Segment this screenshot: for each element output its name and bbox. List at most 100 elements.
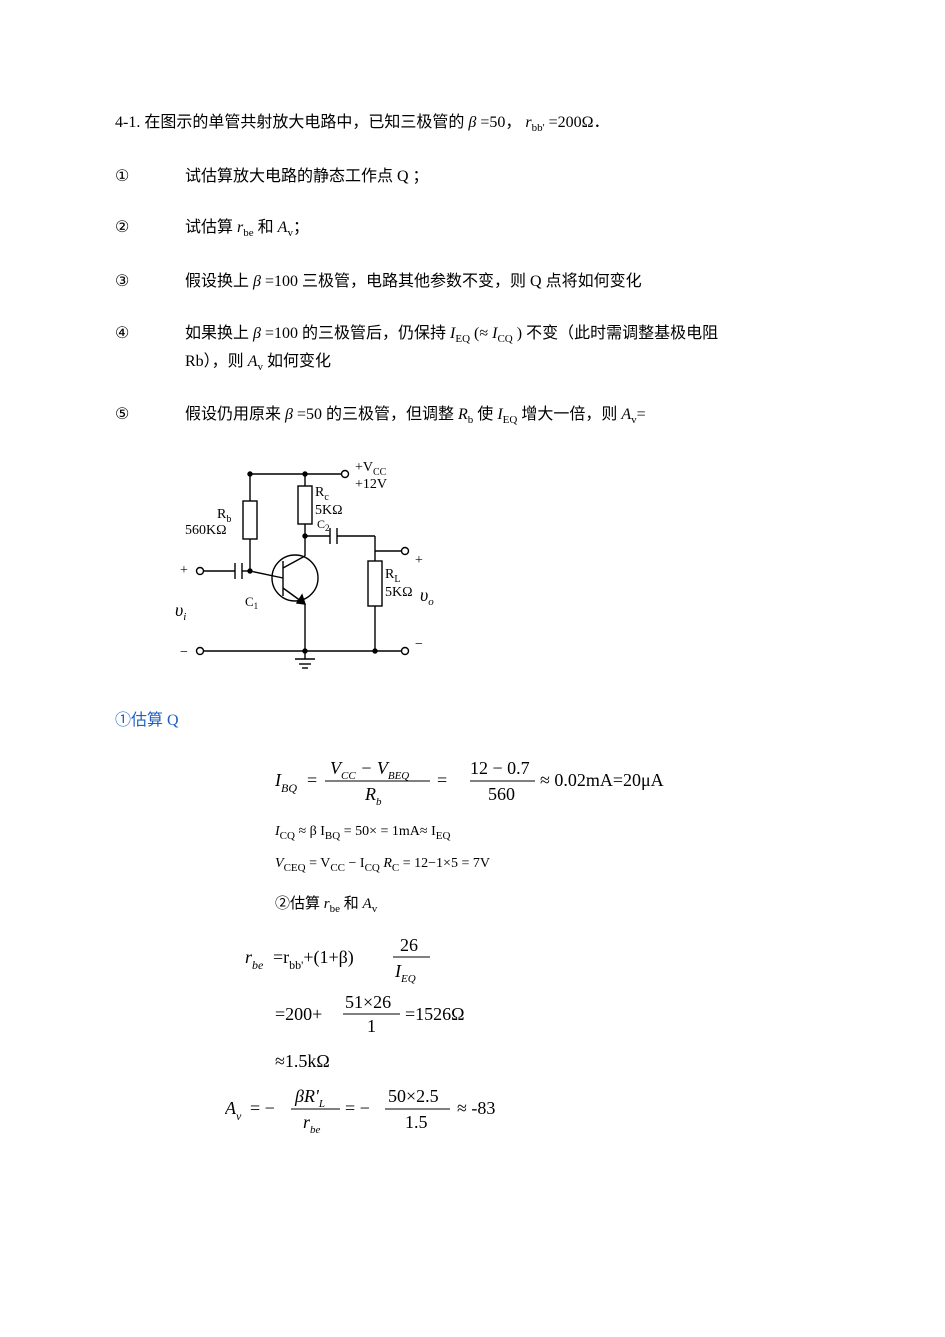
q4-l1-post: ) 不变（此时需调整基极电阻: [517, 325, 718, 342]
header-text-pre: 4-1. 在图示的单管共射放大电路中，已知三极管的: [115, 114, 468, 131]
svg-text:= −: = −: [250, 1098, 275, 1118]
svg-text:IEQ: IEQ: [394, 961, 416, 985]
question-5: ⑤ 假设仍用原来 β =50 的三极管，但调整 Rb 使 IEQ 增大一倍，则 …: [115, 402, 830, 430]
solution-2-heading: ②估算 rbe 和 Av: [275, 892, 830, 915]
svg-text:rbe: rbe: [303, 1112, 321, 1136]
q5-body: 假设仍用原来 β =50 的三极管，但调整 Rb 使 IEQ 增大一倍，则 Av…: [185, 402, 830, 430]
q4-num: ④: [115, 321, 185, 377]
av-svg: Av = − βR'L rbe = − 50×2.5 1.5 ≈ -83: [225, 1082, 605, 1137]
c2-label: C2: [317, 517, 330, 533]
q4-l1-beta: =100 的三极管后，仍保持: [261, 325, 450, 342]
q4-icq-sub: CQ: [497, 333, 512, 345]
rl-value: 5KΩ: [385, 585, 413, 600]
av-equation: Av = − βR'L rbe = − 50×2.5 1.5 ≈ -83: [225, 1082, 830, 1142]
svg-text:=1526Ω: =1526Ω: [405, 1004, 465, 1024]
svg-text:=: =: [437, 770, 447, 790]
in-plus: +: [180, 563, 188, 578]
q3-pre: 假设换上: [185, 273, 253, 290]
svg-text:=: =: [307, 770, 317, 790]
ibq-equation: IBQ = VCC − VBEQ Rb = 12 − 0.7 560 ≈ 0.0…: [275, 754, 830, 814]
q3-num: ③: [115, 269, 185, 295]
q4-l1-pre: 如果换上: [185, 325, 253, 342]
q5-mid: 使: [477, 406, 497, 423]
q5-r: R: [458, 406, 468, 423]
q3-body: 假设换上 β =100 三极管，电路其他参数不变，则 Q 点将如何变化: [185, 269, 830, 295]
q4-l2-pre: Rb），则: [185, 353, 248, 370]
rbe-svg-1: rbe =rbb'+(1+β) 26 IEQ: [245, 933, 565, 985]
q5-ieq-sub: EQ: [503, 415, 518, 427]
q2-mid: 和: [258, 219, 278, 236]
q4-ieq-sub: EQ: [455, 333, 470, 345]
vcc-value: +12V: [355, 477, 387, 492]
svg-text:≈ -83: ≈ -83: [457, 1098, 495, 1118]
question-4: ④ 如果换上 β =100 的三极管后，仍保持 IEQ (≈ ICQ ) 不变（…: [115, 321, 830, 377]
svg-text:rbe: rbe: [245, 947, 264, 972]
question-2: ② 试估算 rbe 和 Av；: [115, 215, 830, 243]
rbe-svg-2: =200+ 51×26 1 =1526Ω: [245, 990, 565, 1040]
ibq-svg: IBQ = VCC − VBEQ Rb = 12 − 0.7 560 ≈ 0.0…: [275, 754, 725, 809]
q5-av: A: [621, 406, 631, 423]
circuit-svg: +VCC +12V Rc 5KΩ C2 Rb 560KΩ RL 5KΩ C1 υ…: [145, 456, 445, 676]
svg-text:26: 26: [400, 935, 418, 955]
icq-line: ICQ ≈ β IBQ = 50× = 1mA≈ IEQ VCEQ = VCC …: [275, 824, 830, 874]
rc-label: Rc: [315, 485, 329, 503]
q5-beta: β: [285, 406, 293, 423]
out-plus: +: [415, 553, 423, 568]
solution-1-heading: ①估算 Q: [115, 706, 830, 730]
svg-text:VCC − VBEQ: VCC − VBEQ: [330, 758, 409, 782]
q5-num: ⑤: [115, 402, 185, 430]
q4-l1-mid: (≈: [474, 325, 492, 342]
question-1: ① 试估算放大电路的静态工作点 Q ；: [115, 164, 830, 190]
q4-beta: β: [253, 325, 261, 342]
q5-beta-val: =50 的三极管，但调整: [293, 406, 458, 423]
q4-av: A: [248, 353, 258, 370]
q2-pre: 试估算: [185, 219, 237, 236]
rbe-equation: rbe =rbb'+(1+β) 26 IEQ =200+ 51×26 1 =15…: [245, 933, 830, 1072]
q2-av: A: [278, 219, 288, 236]
svg-text:50×2.5: 50×2.5: [388, 1086, 439, 1106]
svg-text:=200+: =200+: [275, 1004, 322, 1024]
q5-post: 增大一倍，则: [521, 406, 621, 423]
svg-text:=rbb'+(1+β): =rbb'+(1+β): [273, 947, 354, 972]
svg-text:560: 560: [488, 784, 515, 804]
q3-beta-val: =100: [261, 273, 302, 290]
q2-tail: ；: [293, 219, 309, 236]
svg-text:1: 1: [367, 1016, 376, 1036]
c1-label: C1: [245, 594, 258, 611]
question-3: ③ 假设换上 β =100 三极管，电路其他参数不变，则 Q 点将如何变化: [115, 269, 830, 295]
q1-text: 试估算放大电路的静态工作点 Q ；: [185, 164, 830, 190]
svg-text:≈ 0.02mA=20μA: ≈ 0.02mA=20μA: [540, 770, 664, 790]
svg-text:12 − 0.7: 12 − 0.7: [470, 758, 530, 778]
svg-text:Av: Av: [225, 1098, 242, 1123]
q4-body: 如果换上 β =100 的三极管后，仍保持 IEQ (≈ ICQ ) 不变（此时…: [185, 321, 830, 377]
svg-text:IBQ: IBQ: [275, 770, 297, 795]
header-beta-val: =50，: [476, 114, 521, 131]
q1-num: ①: [115, 164, 185, 190]
rbe-line3: ≈1.5kΩ: [275, 1051, 830, 1072]
header-rbb-val: =200Ω．: [545, 114, 610, 131]
q4-av-sub: v: [257, 361, 263, 373]
svg-text:= −: = −: [345, 1098, 370, 1118]
vcc-label: +VCC: [355, 460, 387, 478]
circuit-diagram: +VCC +12V Rc 5KΩ C2 Rb 560KΩ RL 5KΩ C1 υ…: [145, 456, 830, 676]
svg-text:Rb: Rb: [364, 784, 382, 808]
svg-text:51×26: 51×26: [345, 992, 391, 1012]
out-minus: −: [415, 637, 423, 652]
q5-r-sub: b: [468, 415, 474, 427]
q3-beta: β: [253, 273, 261, 290]
rb-value: 560KΩ: [185, 523, 227, 538]
rc-value: 5KΩ: [315, 503, 343, 518]
vo-label: υo: [420, 585, 434, 608]
in-minus: −: [180, 645, 188, 660]
rl-label: RL: [385, 567, 400, 585]
svg-text:βR'L: βR'L: [294, 1086, 325, 1110]
q2-body: 试估算 rbe 和 Av；: [185, 215, 830, 243]
vi-label: υi: [175, 600, 186, 623]
svg-text:1.5: 1.5: [405, 1112, 428, 1132]
problem-header: 4-1. 在图示的单管共射放大电路中，已知三极管的 β =50， rbb' =2…: [115, 110, 830, 138]
q2-rbe-sub: be: [243, 228, 253, 240]
rbb-sub: bb': [532, 122, 545, 134]
q5-eq: =: [637, 406, 646, 423]
q3-post: 三极管，电路其他参数不变，则 Q 点将如何变化: [302, 273, 642, 290]
q4-l2-post: 如何变化: [267, 353, 331, 370]
